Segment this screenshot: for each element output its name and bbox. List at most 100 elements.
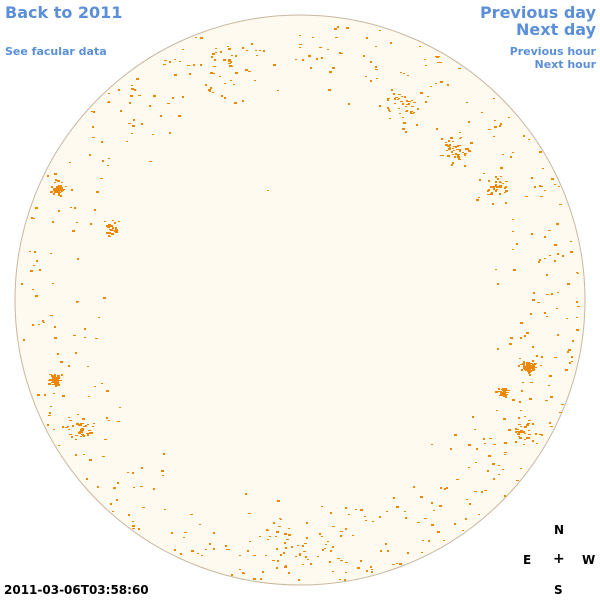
see-facular-data-link[interactable]: See facular data [5,45,107,58]
facula-speck [379,30,381,31]
facula-speck [169,61,171,63]
facula-speck [288,572,290,574]
facula-speck [537,302,540,303]
facula-speck [98,317,100,318]
facula-speck [184,532,187,533]
facula-speck [215,48,217,49]
facula-speck [76,302,78,303]
facula-speck [69,420,72,421]
facula-speck [441,138,443,140]
facula-speck [504,454,506,455]
facula-speck [346,27,349,29]
facula-speck [174,74,177,76]
facula-speck [276,567,278,569]
facula-speck [136,78,139,80]
facula-speck [446,487,448,489]
facula-speck [413,112,415,113]
facula-speck [404,96,406,98]
facula-speck [387,98,390,99]
facula-speck [30,270,33,272]
facula-speck [190,514,193,515]
facula-speck [494,126,497,128]
facula-speck [365,76,367,77]
facula-speck [307,559,309,560]
facula-speck [549,255,551,256]
facula-speck [452,141,454,142]
facula-speck [58,210,60,212]
facula-speck [448,148,451,150]
facula-speck [452,162,454,164]
facula-speck [242,47,244,49]
facula-speck [57,180,60,182]
facula-speck [102,160,104,162]
facula-speck [571,361,573,362]
facula-speck [83,426,85,427]
facula-speck [375,46,377,47]
facula-speck [539,259,541,261]
facula-speck [100,178,102,179]
facula-speck [529,363,531,364]
facula-speck [468,150,471,152]
next-hour-link[interactable]: Next hour [534,58,597,71]
facula-speck [332,571,334,572]
facula-speck [348,103,350,105]
facula-speck [398,94,401,95]
facula-speck [569,362,571,364]
facula-speck [149,105,151,107]
facula-speck [108,93,110,94]
facula-speck [33,265,35,266]
facula-speck [51,375,54,377]
facula-speck [337,558,340,559]
facula-speck [312,37,314,38]
facula-speck [513,269,516,271]
facula-speck [487,470,489,472]
previous-hour-link[interactable]: Previous hour [509,45,596,58]
facula-speck [495,269,497,270]
facula-speck [272,560,275,561]
facula-speck [566,318,568,319]
facula-speck [71,436,73,438]
facula-speck [561,404,564,405]
facula-speck [44,394,46,396]
facula-speck [528,139,530,140]
facula-speck [81,428,84,430]
facula-speck [54,173,57,175]
facula-speck [451,164,453,166]
facula-speck [131,88,134,90]
facula-speck [86,433,89,434]
facula-speck [328,89,331,91]
facula-speck [436,128,438,130]
facula-speck [245,69,248,71]
facula-speck [235,55,237,57]
facula-speck [78,424,81,426]
facula-speck [398,108,400,109]
facula-speck [493,98,495,99]
back-to-year-link[interactable]: Back to 2011 [5,3,123,22]
facula-speck [567,351,569,353]
facula-speck [484,443,486,444]
facula-speck [55,179,57,181]
facula-speck [90,223,92,225]
facula-speck [556,223,559,225]
facula-speck [345,572,347,573]
compass-east-label: E [523,553,532,567]
facula-speck [83,435,85,437]
previous-day-link[interactable]: Previous day [479,3,596,22]
facula-speck [532,360,534,362]
facula-speck [322,549,324,551]
facula-speck [291,546,293,548]
facula-speck [60,185,62,186]
next-day-link[interactable]: Next day [516,20,596,39]
facula-speck [450,448,452,450]
facula-speck [504,187,507,188]
facula-speck [345,562,348,563]
facula-speck [572,340,574,342]
facula-speck [459,145,461,146]
facula-speck [195,37,197,38]
facula-speck [75,435,77,436]
facula-speck [310,563,312,565]
facula-speck [161,470,164,472]
facula-speck [75,439,77,440]
facula-speck [577,273,579,274]
facula-speck [528,434,531,435]
